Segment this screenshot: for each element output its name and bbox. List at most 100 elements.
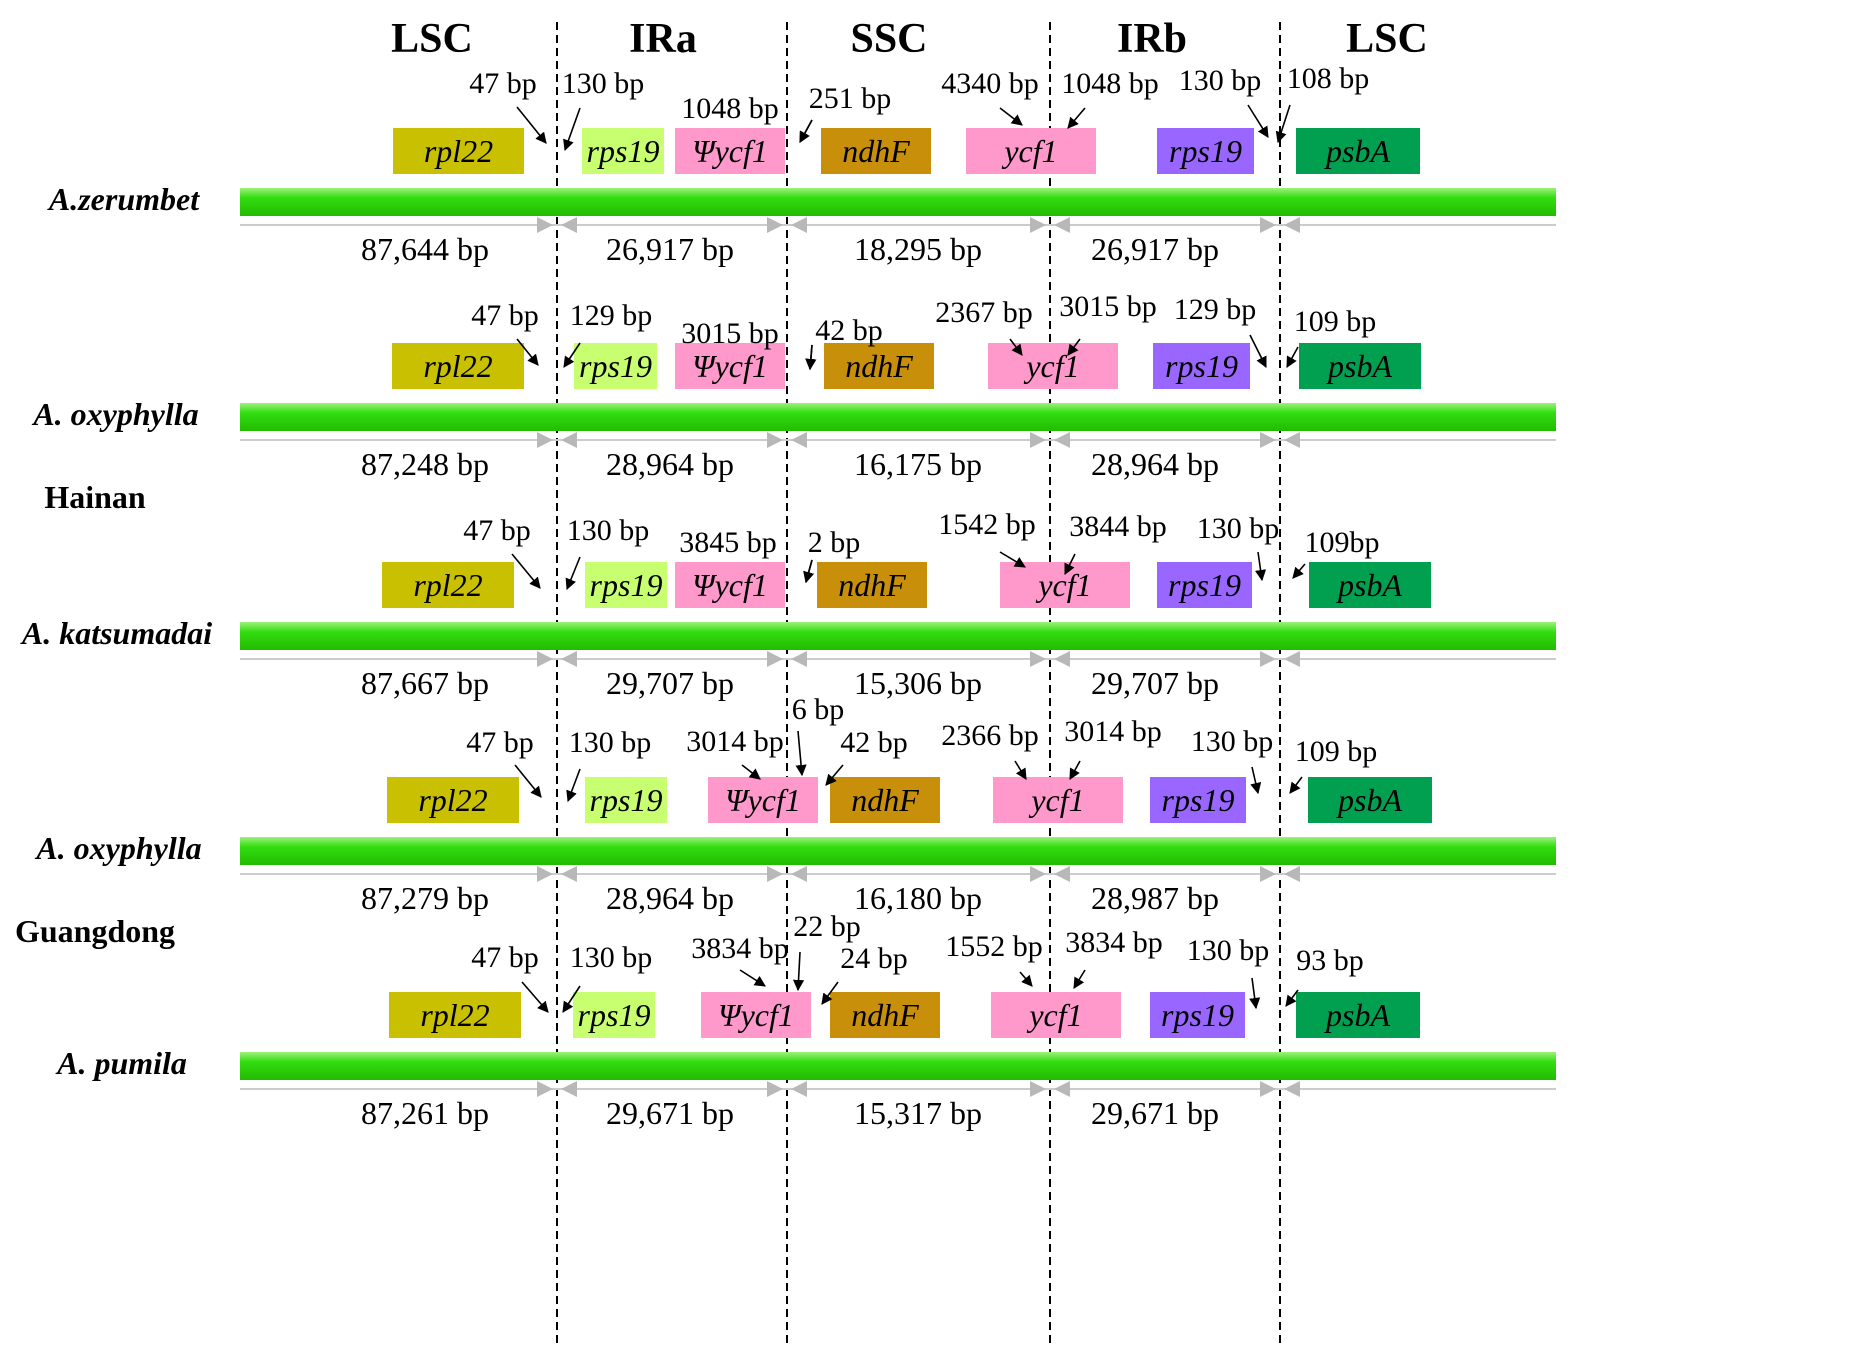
bp-annotation: 47 bp: [469, 67, 537, 100]
region-length: 29,671 bp: [1091, 1095, 1219, 1131]
region-length: 29,671 bp: [606, 1095, 734, 1131]
locality-label: Hainan: [44, 479, 146, 515]
annotation-arrow: [1285, 989, 1299, 1007]
junction-marker-right: [791, 651, 807, 667]
bp-annotation: 47 bp: [471, 299, 539, 332]
region-label-ira: IRa: [629, 16, 697, 62]
annotation-arrow: [1073, 969, 1086, 989]
annotation-arrow: [563, 342, 581, 368]
gene-box-psbA: [1299, 343, 1421, 389]
annotation-arrow: [562, 985, 581, 1013]
region-length: 18,295 bp: [854, 231, 982, 267]
region-length: 26,917 bp: [606, 231, 734, 267]
junction-marker-left: [767, 432, 783, 448]
region-length: 16,180 bp: [854, 880, 982, 916]
annotation-arrow: [1250, 766, 1262, 795]
gene-label-ycf1: ycf1: [1001, 133, 1057, 169]
gene-box-rpl22: [382, 562, 514, 608]
region-length: 29,707 bp: [1091, 665, 1219, 701]
species-label: A.zerumbet: [47, 181, 200, 217]
bp-annotation: 130 bp: [569, 726, 652, 759]
junction-marker-left: [1260, 651, 1276, 667]
gene-label-rps19b: rps19: [1165, 348, 1238, 384]
annotation-arrow: [799, 119, 813, 143]
annotation-arrow: [521, 981, 549, 1013]
bp-annotation: 1048 bp: [681, 92, 779, 125]
annotation-arrow: [563, 107, 581, 152]
gene-label-ycf1: ycf1: [1035, 567, 1091, 603]
gene-label-psi_ycf1: Ψycf1: [718, 997, 794, 1033]
junction-marker-left: [537, 217, 553, 233]
bp-annotation: 3014 bp: [686, 725, 784, 758]
gene-box-rps19a: [574, 343, 657, 389]
species-label: A. oxyphylla: [34, 830, 201, 866]
bp-annotation: 129 bp: [570, 299, 653, 332]
species-label: A. pumila: [55, 1045, 187, 1081]
gene-label-psbA: psbA: [1324, 997, 1390, 1033]
junction-marker-left: [767, 866, 783, 882]
locality-label: Guangdong: [15, 913, 175, 949]
gene-label-rps19a: rps19: [590, 567, 663, 603]
gene-box-rps19b: [1150, 992, 1245, 1038]
bp-annotation: 47 bp: [463, 514, 531, 547]
gene-box-psbA: [1308, 777, 1432, 823]
genome-bar: [240, 1052, 1556, 1080]
region-length: 29,707 bp: [606, 665, 734, 701]
junction-marker-left: [1030, 866, 1046, 882]
gene-label-rps19b: rps19: [1168, 567, 1241, 603]
annotation-arrow: [795, 730, 807, 777]
bp-annotation: 3015 bp: [1059, 290, 1157, 323]
genome-bar: [240, 403, 1556, 431]
region-length: 26,917 bp: [1091, 231, 1219, 267]
region-length: 15,306 bp: [854, 665, 982, 701]
gene-box-ycf1: [966, 128, 1096, 174]
annotation-arrow: [825, 764, 844, 786]
gene-label-ycf1: ycf1: [1023, 348, 1079, 384]
region-length: 87,667 bp: [361, 665, 489, 701]
bp-annotation: 1552 bp: [945, 930, 1043, 963]
annotation-arrow: [1255, 551, 1267, 582]
bp-annotation: 130 bp: [1187, 934, 1270, 967]
annotation-arrow: [565, 556, 581, 591]
annotation-arrow: [1019, 971, 1033, 987]
bp-annotation: 24 bp: [840, 942, 908, 975]
annotation-arrow: [1286, 346, 1299, 368]
bp-annotation: 3014 bp: [1064, 715, 1162, 748]
annotation-arrow: [566, 768, 581, 803]
junction-marker-left: [1030, 432, 1046, 448]
annotation-arrow: [741, 764, 761, 780]
genome-bar: [240, 188, 1556, 216]
gene-box-rpl22: [389, 992, 521, 1038]
region-length: 15,317 bp: [854, 1095, 982, 1131]
gene-box-rps19a: [585, 777, 667, 823]
bp-annotation: 6 bp: [792, 693, 845, 726]
junction-marker-right: [561, 1081, 577, 1097]
junction-marker-left: [1030, 1081, 1046, 1097]
bp-annotation: 42 bp: [840, 726, 908, 759]
bp-annotation: 93 bp: [1296, 944, 1364, 977]
annotation-arrow: [999, 107, 1023, 126]
bp-annotation: 2367 bp: [935, 296, 1033, 329]
junction-marker-right: [561, 217, 577, 233]
gene-label-psi_ycf1: Ψycf1: [725, 782, 801, 818]
bp-annotation: 129 bp: [1174, 293, 1257, 326]
gene-box-rpl22: [392, 343, 524, 389]
bp-annotation: 130 bp: [1179, 64, 1262, 97]
gene-box-rps19b: [1157, 128, 1254, 174]
junction-marker-left: [537, 866, 553, 882]
region-label-irb: IRb: [1117, 16, 1187, 62]
bp-annotation: 1542 bp: [938, 508, 1036, 541]
bp-annotation: 109 bp: [1294, 305, 1377, 338]
annotation-arrow: [1009, 338, 1023, 356]
bp-annotation: 130 bp: [1191, 725, 1274, 758]
bp-annotation: 3845 bp: [679, 526, 777, 559]
gene-label-rps19a: rps19: [579, 348, 652, 384]
junction-marker-right: [561, 432, 577, 448]
junction-marker-left: [767, 651, 783, 667]
gene-box-ndhF: [830, 777, 940, 823]
gene-box-psi_ycf1: [708, 777, 818, 823]
bp-annotation: 130 bp: [570, 941, 653, 974]
genome-bar: [240, 622, 1556, 650]
junction-marker-right: [1284, 866, 1300, 882]
bp-annotation: 22 bp: [793, 910, 861, 943]
